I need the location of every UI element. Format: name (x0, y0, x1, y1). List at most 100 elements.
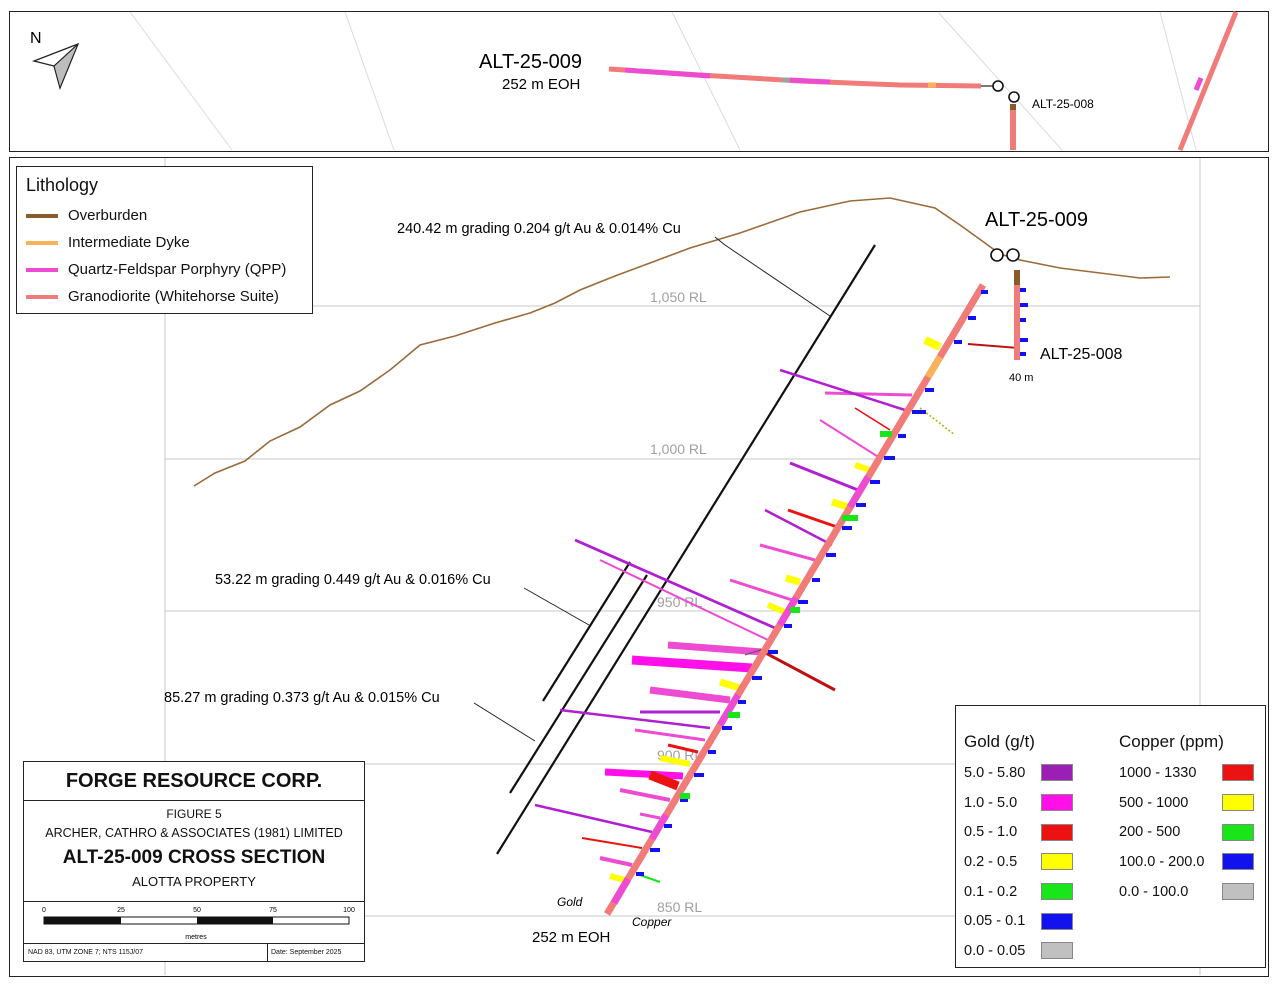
gold-bar (789, 461, 859, 492)
gold-bar (649, 686, 731, 704)
legend-label: Granodiorite (Whitehorse Suite) (68, 288, 279, 305)
plan-grid-line (129, 11, 233, 151)
datum-text: NAD 83, UTM ZONE 7; NTS 115J/07 (28, 949, 144, 956)
copper-ticks-green (680, 431, 892, 799)
gold-range: 5.0 - 5.80 (964, 764, 1026, 781)
plan-trace-other (1177, 11, 1239, 151)
north-arrow-icon (31, 42, 80, 91)
title-block: FORGE RESOURCE CORP. FIGURE 5 ARCHER, CA… (23, 761, 365, 962)
rl-label: 950 RL (657, 594, 702, 610)
copper-legend-item: 100.0 - 200.0 (1119, 847, 1254, 877)
north-label: N (30, 30, 42, 47)
qpp-interval (648, 813, 670, 841)
intercept-leader (473, 702, 536, 742)
gold-range: 0.2 - 0.5 (964, 853, 1018, 870)
copper-legend: Copper (ppm) 1000 - 1330 500 - 1000 200 … (1119, 732, 1254, 906)
legend-item-overburden: Overburden (26, 202, 303, 229)
copper-ticks-008 (1020, 288, 1028, 356)
gold-bar (599, 856, 633, 867)
scale-tick: 100 (343, 907, 355, 914)
collar-009-plan (992, 80, 1004, 92)
copper-range: 100.0 - 200.0 (1119, 853, 1205, 870)
intercept-label: 53.22 m grading 0.449 g/t Au & 0.016% Cu (215, 572, 491, 588)
copper-range: 0.0 - 100.0 (1119, 883, 1189, 900)
gold-bar (759, 543, 816, 562)
dyke-swatch (26, 240, 58, 245)
gold-bar (787, 508, 841, 530)
legend-label: Overburden (68, 207, 148, 224)
scale-bar-graphic: 0 25 50 75 100 metres (42, 907, 355, 941)
gold-swatch (1041, 764, 1073, 782)
copper-ticks (636, 290, 988, 876)
gold-bar (574, 538, 776, 630)
gold-range: 0.1 - 0.2 (964, 883, 1018, 900)
collar-008-plan (1008, 91, 1020, 103)
gold-axis-label: Gold (557, 895, 583, 909)
intercept-bar-53m (542, 561, 631, 702)
scale-tick: 75 (269, 907, 277, 914)
gold-bar (923, 336, 942, 351)
intercept-bar-85m (509, 574, 648, 794)
intercept-bar-240m (496, 244, 876, 855)
rl-label: 1,050 RL (650, 289, 707, 305)
gold-legend-item: 5.0 - 5.80 (964, 758, 1073, 788)
legend-label: Quartz-Feldspar Porphyry (QPP) (68, 261, 287, 278)
gold-bar (559, 708, 711, 730)
gold-swatch (1041, 853, 1073, 871)
gold-bar (766, 602, 787, 615)
qpp-swatch (26, 267, 58, 272)
company-name: FORGE RESOURCE CORP. (24, 762, 364, 801)
gold-bar (718, 678, 742, 692)
rl-label: 1,000 RL (650, 441, 707, 457)
gold-swatch (1041, 942, 1073, 960)
gold-legend-item: 0.5 - 1.0 (964, 817, 1073, 847)
legend-item-granodiorite: Granodiorite (Whitehorse Suite) (26, 283, 303, 310)
scale-tick: 0 (42, 907, 46, 914)
gold-legend-item: 0.2 - 0.5 (964, 847, 1073, 877)
copper-legend-item: 500 - 1000 (1119, 788, 1254, 818)
scale-tick: 50 (193, 907, 201, 914)
scale-tick: 25 (117, 907, 125, 914)
intercept-label: 240.42 m grading 0.204 g/t Au & 0.014% C… (397, 221, 681, 237)
gold-range: 0.05 - 0.1 (964, 913, 1026, 930)
gold-bar (729, 578, 793, 602)
legend-item-dyke: Intermediate Dyke (26, 229, 303, 256)
gold-bar (634, 728, 706, 742)
rl-label: 850 RL (657, 899, 702, 915)
section-title: ALT-25-009 CROSS SECTION (62, 847, 326, 868)
gold-legend: Gold (g/t) 5.0 - 5.80 1.0 - 5.0 0.5 - 1.… (964, 732, 1073, 966)
section-hole-008-label: ALT-25-008 (1040, 346, 1123, 363)
plan-grid-line (344, 11, 395, 151)
gold-bar (854, 407, 891, 431)
gold-swatch (1041, 823, 1073, 841)
copper-swatch (1222, 853, 1254, 871)
plan-grid-line (671, 11, 741, 151)
section-view-frame (9, 157, 1269, 977)
copper-swatch (1222, 764, 1254, 782)
gold-bar (659, 755, 691, 767)
gold-legend-title: Gold (g/t) (964, 732, 1035, 751)
lithology-legend: Lithology Overburden Intermediate Dyke Q… (16, 166, 313, 314)
granodiorite-swatch (26, 294, 58, 299)
plan-qpp-segment (624, 67, 711, 79)
gold-bar (609, 873, 626, 883)
gold-bar (619, 788, 671, 802)
gold-swatch (1041, 912, 1073, 930)
plan-view: N ALT-25-009 252 m EOH ALT-25-008 (30, 11, 1239, 151)
gold-bar (534, 803, 653, 834)
gold-bar (639, 812, 661, 820)
footer-divider (267, 944, 268, 962)
plan-hole-009-label: ALT-25-009 (479, 51, 582, 73)
plan-qpp-segment (1193, 77, 1204, 91)
copper-swatch (1222, 823, 1254, 841)
scale-bar: 0 25 50 75 100 metres (24, 901, 364, 944)
copper-axis-label: Copper (632, 915, 672, 929)
legend-label: Intermediate Dyke (68, 234, 190, 251)
gold-range: 0.0 - 0.05 (964, 942, 1026, 959)
qpp-interval (716, 693, 742, 727)
gold-range: 1.0 - 5.0 (964, 794, 1018, 811)
grade-legend: Gold (g/t) 5.0 - 5.80 1.0 - 5.0 0.5 - 1.… (955, 705, 1266, 968)
lithology-legend-title: Lithology (26, 175, 99, 195)
qpp-interval (776, 596, 800, 627)
